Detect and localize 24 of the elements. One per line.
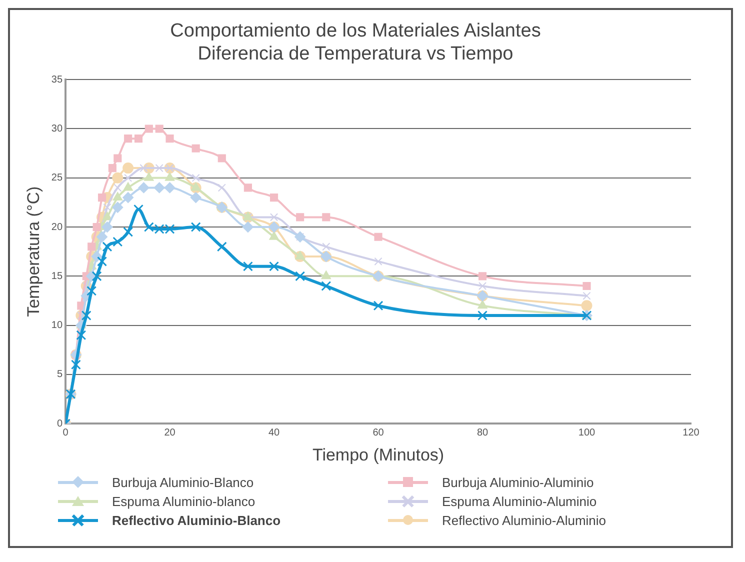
legend-label: Reflectivo Aluminio-Blanco bbox=[112, 512, 281, 528]
y-tick-label: 15 bbox=[51, 270, 63, 282]
text: Comportamiento de los Materiales Aislantes bbox=[170, 20, 541, 42]
x-tick-label: 80 bbox=[476, 427, 489, 438]
y-tick-label: 20 bbox=[51, 222, 63, 233]
text: Diferencia de Temperatura vs Tiempo bbox=[198, 43, 514, 64]
x-tick-label: 120 bbox=[682, 427, 700, 438]
legend-label: Burbuja Aluminio-Blanco bbox=[112, 474, 254, 490]
y-tick-label: 25 bbox=[51, 172, 63, 184]
x-axis-title: Tiempo (Minutos) bbox=[312, 445, 444, 464]
y-tick-label: 5 bbox=[56, 369, 63, 380]
legend-label: Espuma Aluminio-blanco bbox=[112, 494, 256, 508]
legend-label: Reflectivo Aluminio-Aluminio bbox=[442, 512, 606, 528]
y-axis-title: Temperatura (°C) bbox=[24, 186, 43, 317]
legend-label: Burbuja Aluminio-Aluminio bbox=[442, 474, 594, 490]
x-tick-label: 40 bbox=[268, 427, 280, 438]
x-tick-label: 60 bbox=[372, 427, 384, 438]
y-tick-label: 0 bbox=[56, 418, 63, 430]
legend-label: Espuma Aluminio-Aluminio bbox=[442, 494, 597, 508]
y-tick-label: 30 bbox=[51, 123, 63, 134]
y-tick-label: 35 bbox=[51, 74, 63, 86]
x-tick-label: 20 bbox=[164, 427, 176, 438]
x-tick-label: 100 bbox=[578, 427, 596, 438]
y-tick-label: 10 bbox=[51, 320, 63, 332]
